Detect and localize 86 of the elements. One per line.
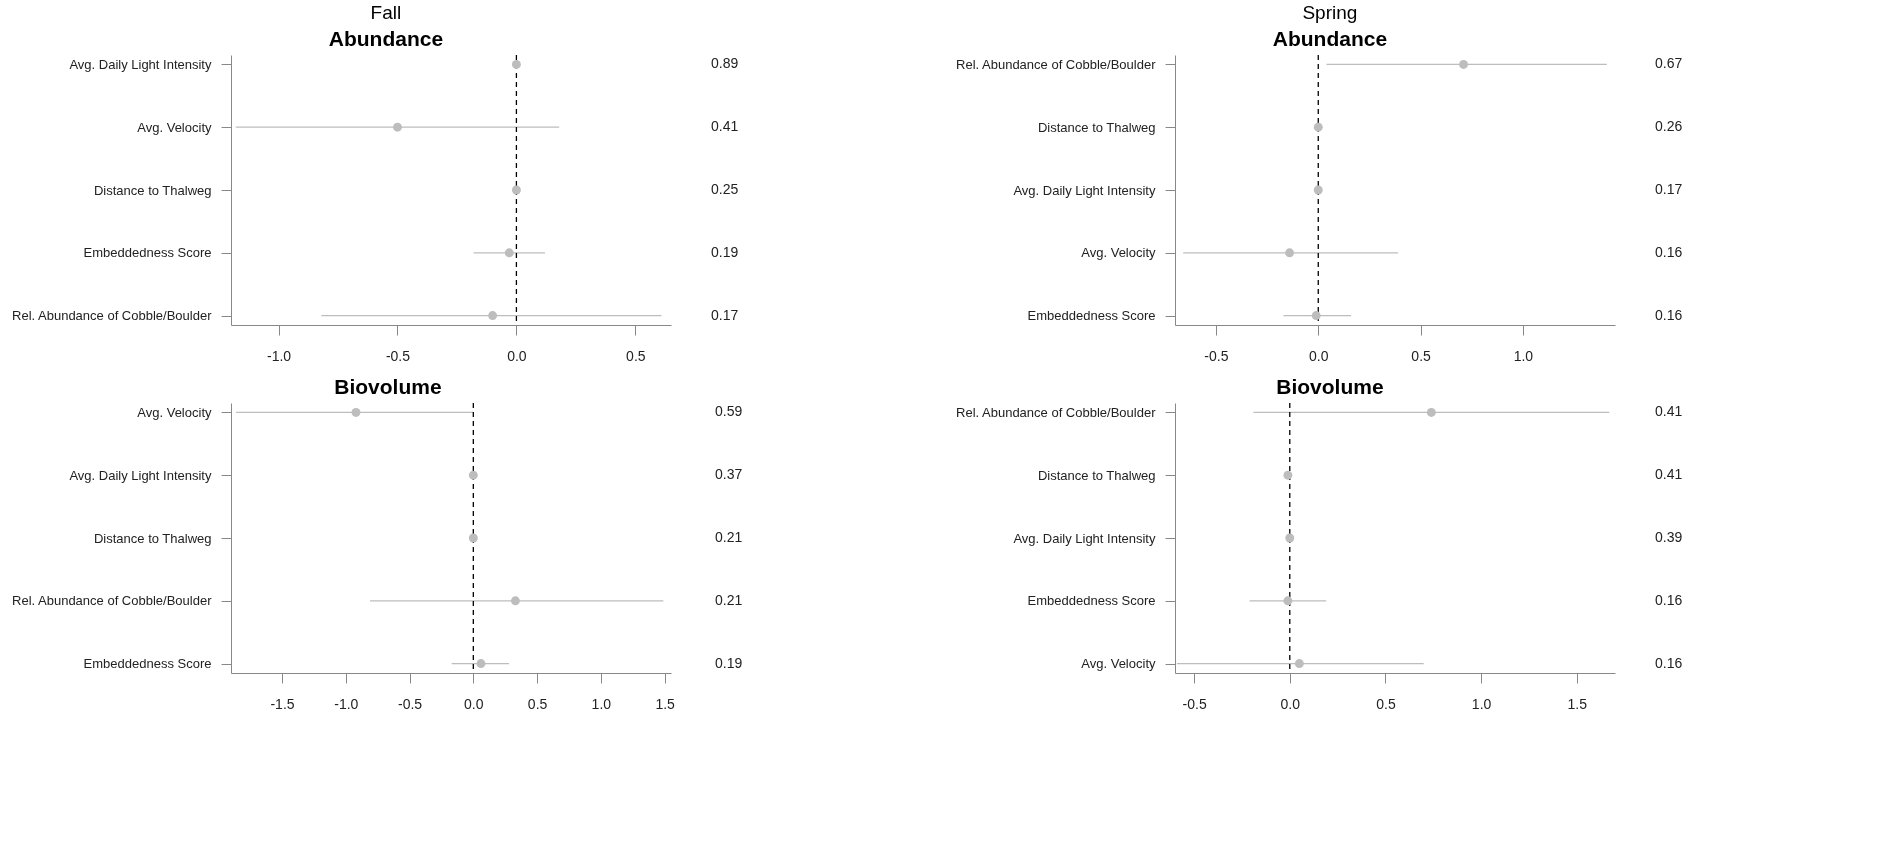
text: 0.41 (1655, 466, 1683, 483)
x-tick-label: 0.5 (527, 695, 548, 712)
point (510, 596, 520, 606)
x-tick-label: 0.0 (1280, 695, 1301, 712)
y-tick-label: Avg. Daily Light Intensity (69, 56, 212, 72)
y-tick-label: Rel. Abundance of Cobble/Boulder (956, 404, 1157, 420)
y-tick-label: Embeddedness Score (83, 245, 212, 261)
text: 0.41 (711, 118, 739, 135)
text: 0.16 (1655, 591, 1683, 608)
point (1283, 470, 1293, 480)
text: 0.67 (1655, 55, 1683, 72)
point (468, 533, 478, 543)
text: 0.19 (711, 243, 739, 260)
point (1285, 248, 1295, 258)
chart-title: Biovolume (1276, 375, 1384, 399)
text: 0.59 (715, 403, 743, 420)
point (1294, 659, 1304, 669)
x-tick-label: 1.0 (1513, 347, 1534, 364)
y-tick-label: Distance to Thalweg (93, 530, 212, 546)
x-tick-label: 0.5 (626, 347, 646, 364)
y-tick-label: Avg. Velocity (137, 404, 212, 420)
text: 0.21 (715, 529, 743, 545)
chart-title: Biovolume (334, 375, 442, 399)
y-tick-label: Avg. Daily Light Intensity (1013, 182, 1156, 198)
x-tick-label: 0.0 (1309, 347, 1329, 364)
x-tick-label: 1.0 (591, 695, 612, 712)
y-tick-label: Avg. Daily Light Intensity (1013, 530, 1156, 546)
y-tick-label: Embeddedness Score (1027, 308, 1156, 324)
point (476, 659, 486, 669)
point (351, 407, 361, 417)
point (393, 122, 402, 132)
chart-title: Spring (1302, 2, 1358, 24)
point (511, 59, 521, 69)
text: 0.16 (1655, 654, 1683, 671)
y-tick-label: Embeddedness Score (83, 656, 212, 672)
text: 0.21 (715, 591, 743, 608)
y-tick-label: Distance to Thalweg (1037, 467, 1156, 483)
x-tick-label: -1.0 (334, 695, 359, 712)
point (1459, 59, 1469, 69)
text: 0.41 (1655, 403, 1683, 420)
x-tick-label: 0.0 (507, 347, 527, 364)
x-tick-label: 0.5 (1411, 347, 1432, 364)
text: 0.25 (711, 181, 739, 197)
text: 0.17 (711, 306, 739, 323)
y-tick-label: Avg. Daily Light Intensity (69, 467, 212, 483)
point (468, 470, 478, 480)
y-tick-label: Avg. Velocity (137, 119, 212, 135)
x-tick-label: -0.5 (1204, 347, 1229, 364)
point (1285, 533, 1295, 543)
y-tick-label: Embeddedness Score (1027, 593, 1156, 609)
y-tick-label: Avg. Velocity (1081, 245, 1156, 261)
chart-title: Fall (370, 2, 402, 24)
x-tick-label: 0.5 (1376, 695, 1396, 712)
point (1426, 407, 1436, 417)
x-tick-label: -1.0 (267, 347, 292, 364)
x-tick-label: 1.0 (1471, 695, 1492, 712)
text: 0.17 (1655, 181, 1683, 197)
text: 0.16 (1655, 243, 1683, 260)
x-tick-label: -1.5 (270, 695, 295, 712)
point (1311, 311, 1321, 321)
x-tick-label: -0.5 (385, 347, 411, 364)
y-tick-label: Distance to Thalweg (93, 182, 212, 198)
text: 0.89 (711, 55, 739, 72)
point (1283, 596, 1293, 606)
y-tick-label: Rel. Abundance of Cobble/Boulder (12, 308, 213, 324)
point (1313, 122, 1323, 132)
x-tick-label: 0.0 (464, 695, 484, 712)
text: 0.37 (715, 466, 743, 483)
x-tick-label: 1.5 (655, 695, 676, 712)
text: 0.19 (715, 654, 743, 671)
x-tick-label: -0.5 (397, 695, 423, 712)
x-tick-label: 1.5 (1567, 695, 1588, 712)
y-tick-label: Rel. Abundance of Cobble/Boulder (956, 56, 1157, 72)
point (488, 311, 498, 321)
point (1313, 185, 1323, 195)
point (511, 185, 521, 195)
text: 0.16 (1655, 306, 1683, 323)
text: 0.39 (1655, 529, 1683, 545)
y-tick-label: Rel. Abundance of Cobble/Boulder (12, 593, 213, 609)
y-tick-label: Distance to Thalweg (1037, 119, 1156, 135)
chart-subtitle: Abundance (328, 27, 444, 51)
y-tick-label: Avg. Velocity (1081, 656, 1156, 672)
x-tick-label: -0.5 (1182, 695, 1207, 712)
point (504, 248, 514, 258)
chart-subtitle: Abundance (1272, 27, 1388, 51)
text: 0.26 (1655, 118, 1683, 135)
